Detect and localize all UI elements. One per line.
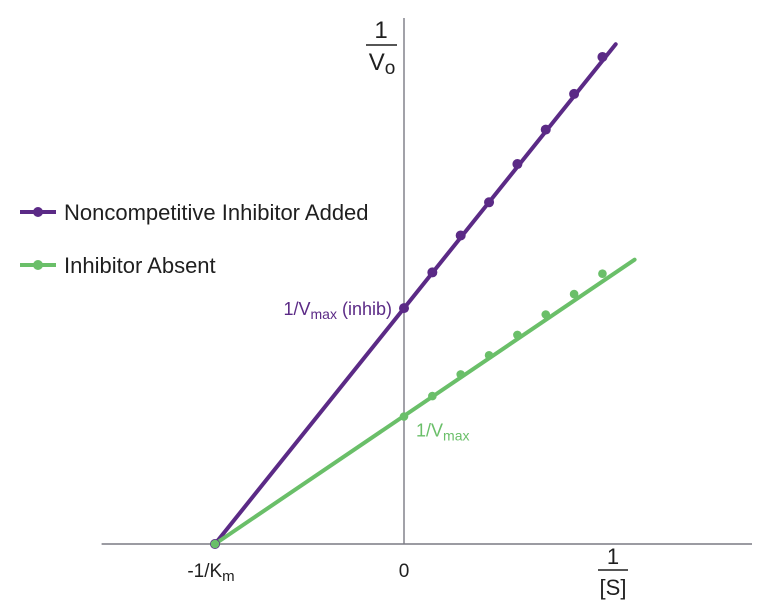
data-point-s1-6 [541, 310, 551, 319]
legend-label-1: Inhibitor Absent [64, 253, 216, 278]
chart-labels: 1 Vo 1 [S] -1/Km 0 1/Vmax (inhib) 1/Vmax [187, 17, 628, 600]
data-point-s1-2 [428, 391, 437, 401]
data-point-s0-4 [484, 197, 495, 208]
data-point-s1-0 [210, 539, 220, 549]
data-point-s1-5 [513, 330, 522, 340]
series-line-0 [213, 42, 618, 546]
series-line-1 [213, 257, 637, 546]
x-tick-label-0: -1/Km [187, 561, 234, 585]
annotation-vmax: 1/Vmax [416, 421, 469, 444]
legend: Noncompetitive Inhibitor Added Inhibitor … [20, 200, 369, 278]
data-point-s0-5 [512, 159, 523, 170]
x-tick-label-1: 0 [399, 561, 410, 582]
data-point-s0-2 [427, 267, 438, 278]
y-axis-label-denominator: Vo [369, 49, 396, 79]
data-point-s1-3 [456, 370, 466, 379]
data-point-s0-3 [455, 230, 466, 241]
data-point-s1-7 [569, 289, 579, 299]
data-point-s0-6 [540, 124, 551, 135]
x-axis-label-numerator: 1 [607, 544, 619, 569]
data-point-s0-7 [569, 88, 580, 99]
legend-swatch-marker-0 [33, 207, 43, 217]
x-axis-label-denominator: [S] [600, 575, 627, 600]
legend-swatch-marker-1 [33, 260, 43, 270]
data-point-s0-1 [399, 303, 409, 314]
y-axis-label-numerator: 1 [374, 17, 387, 44]
data-point-s0-8 [597, 51, 608, 62]
legend-label-0: Noncompetitive Inhibitor Added [64, 200, 369, 225]
data-point-s1-4 [484, 351, 494, 360]
annotation-vmax-inhib: 1/Vmax (inhib) [283, 299, 392, 322]
data-point-s1-1 [399, 412, 409, 421]
series-points [210, 51, 608, 549]
data-point-s1-8 [598, 269, 607, 279]
